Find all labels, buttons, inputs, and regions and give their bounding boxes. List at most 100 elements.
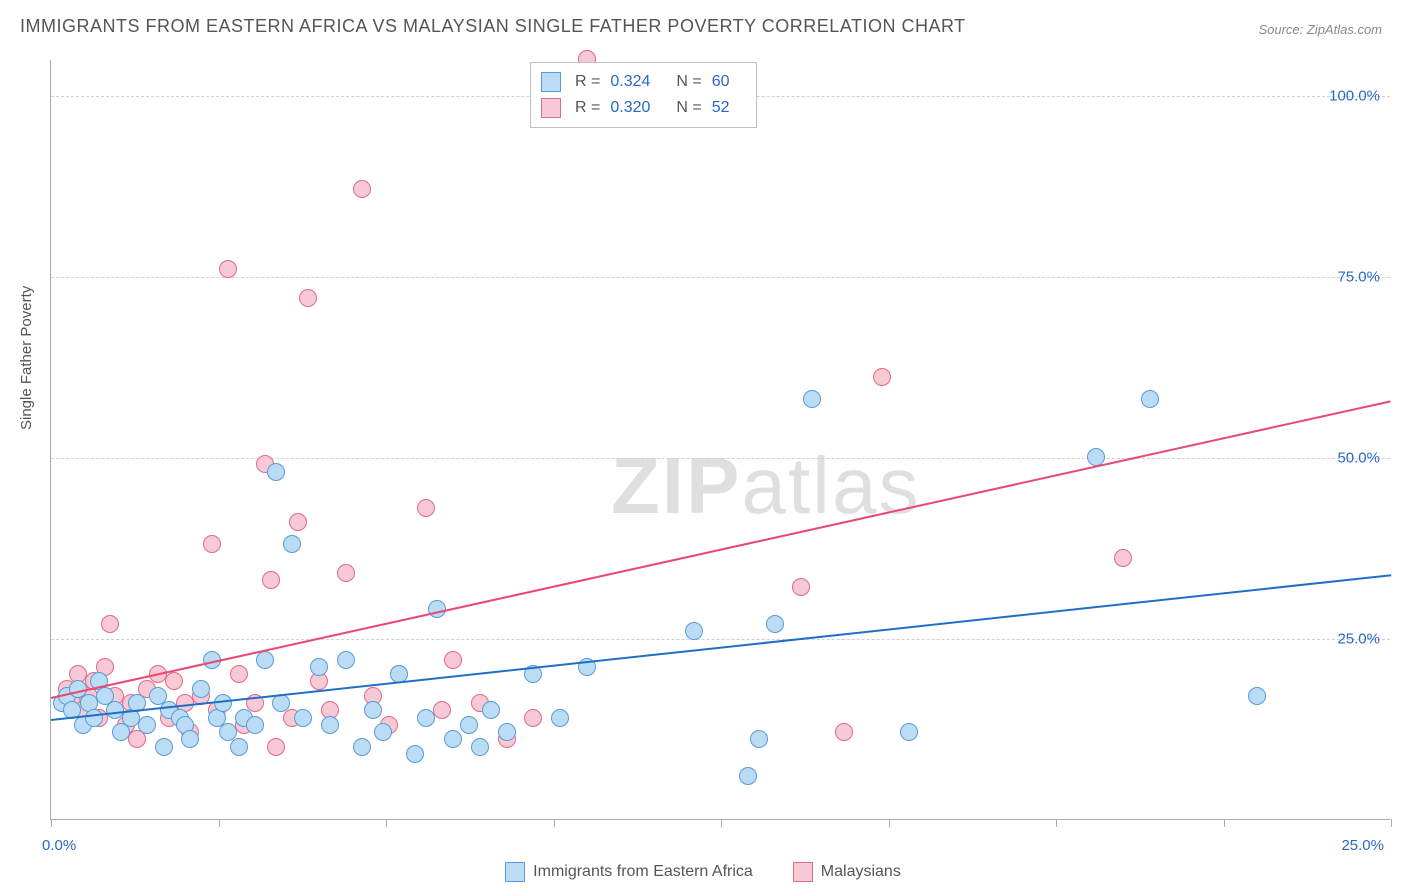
data-point [524,709,542,727]
legend-item-1: Immigrants from Eastern Africa [505,862,753,882]
data-point [230,665,248,683]
data-point [101,615,119,633]
data-point [835,723,853,741]
data-point [246,716,264,734]
source-attribution: Source: ZipAtlas.com [1258,22,1382,37]
data-point [417,709,435,727]
data-point [471,738,489,756]
r-value-2: 0.320 [610,99,650,117]
data-point [417,499,435,517]
data-point [792,578,810,596]
data-point [444,651,462,669]
data-point [750,730,768,748]
data-point [272,694,290,712]
swatch-series2 [541,98,561,118]
y-tick-label: 75.0% [1337,269,1380,286]
data-point [803,390,821,408]
x-tick [51,819,52,827]
legend-row-2: R = 0.320 N = 52 [541,95,742,121]
data-point [294,709,312,727]
x-tick [386,819,387,827]
data-point [299,289,317,307]
r-label-2: R = [575,99,600,117]
y-axis-title: Single Father Poverty [18,286,35,430]
watermark-light: atlas [741,441,920,530]
data-point [900,723,918,741]
data-point [214,694,232,712]
data-point [353,180,371,198]
data-point [337,564,355,582]
data-point [766,615,784,633]
swatch-bottom-1 [505,862,525,882]
r-label-1: R = [575,73,600,91]
legend-row-1: R = 0.324 N = 60 [541,69,742,95]
data-point [85,709,103,727]
swatch-bottom-2 [793,862,813,882]
trend-line [51,400,1391,699]
gridline [51,458,1390,459]
x-tick-label-0: 0.0% [42,837,76,854]
n-value-2: 52 [712,99,730,117]
data-point [267,463,285,481]
data-point [337,651,355,669]
data-point [406,745,424,763]
y-tick-label: 50.0% [1337,450,1380,467]
y-tick-label: 25.0% [1337,631,1380,648]
data-point [256,651,274,669]
data-point [364,701,382,719]
data-point [230,738,248,756]
data-point [551,709,569,727]
x-tick [889,819,890,827]
watermark: ZIPatlas [611,440,920,532]
data-point [289,513,307,531]
data-point [165,672,183,690]
data-point [219,260,237,278]
data-point [1248,687,1266,705]
x-tick [1224,819,1225,827]
x-tick [721,819,722,827]
trend-line [51,574,1391,721]
r-value-1: 0.324 [610,73,650,91]
data-point [138,716,156,734]
n-value-1: 60 [712,73,730,91]
data-point [267,738,285,756]
chart-title: IMMIGRANTS FROM EASTERN AFRICA VS MALAYS… [20,16,966,37]
data-point [262,571,280,589]
data-point [310,658,328,676]
data-point [433,701,451,719]
data-point [181,730,199,748]
scatter-plot-area: ZIPatlas 25.0% 50.0% 75.0% 100.0% [50,60,1390,820]
swatch-series1 [541,72,561,92]
legend-label-2: Malaysians [821,863,901,881]
x-tick [1056,819,1057,827]
data-point [739,767,757,785]
n-label-2: N = [676,99,701,117]
data-point [283,535,301,553]
data-point [192,680,210,698]
correlation-legend: R = 0.324 N = 60 R = 0.320 N = 52 [530,62,757,128]
gridline [51,639,1390,640]
data-point [498,723,516,741]
x-tick [1391,819,1392,827]
data-point [374,723,392,741]
legend-item-2: Malaysians [793,862,901,882]
watermark-bold: ZIP [611,441,741,530]
bottom-legend: Immigrants from Eastern Africa Malaysian… [0,862,1406,882]
y-tick-label: 100.0% [1329,88,1380,105]
x-tick [219,819,220,827]
data-point [353,738,371,756]
data-point [685,622,703,640]
n-label-1: N = [676,73,701,91]
data-point [1114,549,1132,567]
data-point [873,368,891,386]
data-point [444,730,462,748]
legend-label-1: Immigrants from Eastern Africa [533,863,753,881]
data-point [155,738,173,756]
x-tick [554,819,555,827]
data-point [321,716,339,734]
data-point [482,701,500,719]
gridline [51,277,1390,278]
data-point [460,716,478,734]
data-point [1141,390,1159,408]
data-point [203,535,221,553]
